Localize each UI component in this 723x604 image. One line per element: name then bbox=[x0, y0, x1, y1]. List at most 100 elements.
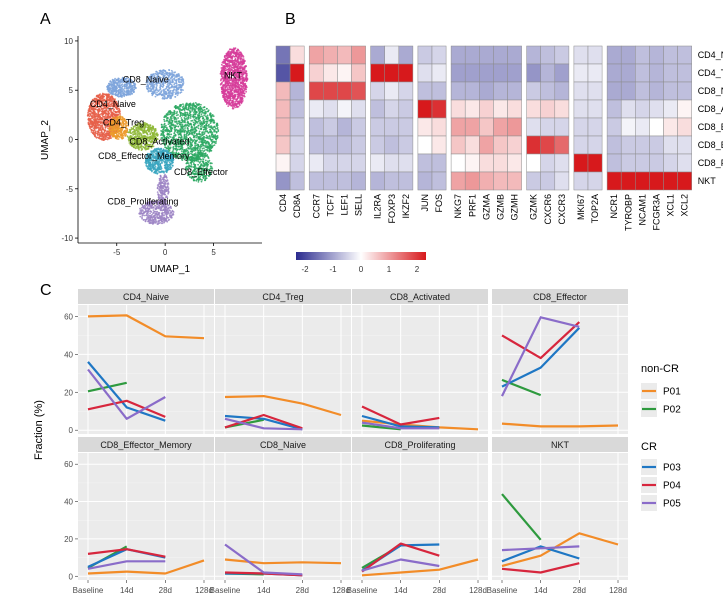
umap-point bbox=[238, 79, 240, 82]
umap-point bbox=[231, 79, 234, 82]
umap-point bbox=[228, 48, 231, 51]
umap-point bbox=[161, 86, 164, 88]
umap-point bbox=[171, 117, 173, 119]
umap-point bbox=[173, 89, 175, 91]
umap-point bbox=[239, 91, 242, 93]
umap-point bbox=[237, 60, 240, 63]
umap-point bbox=[209, 122, 212, 124]
umap-point bbox=[98, 123, 101, 126]
umap-point bbox=[115, 91, 118, 94]
umap-point bbox=[95, 95, 98, 98]
umap-point bbox=[170, 126, 173, 129]
umap-point bbox=[239, 75, 242, 78]
umap-point bbox=[191, 104, 193, 107]
umap-point bbox=[107, 85, 110, 88]
umap-point bbox=[178, 81, 181, 84]
umap-point bbox=[91, 116, 94, 119]
umap-point bbox=[118, 135, 121, 138]
umap-point bbox=[183, 130, 186, 133]
umap-point bbox=[202, 138, 205, 141]
umap-point bbox=[182, 89, 184, 91]
umap-point bbox=[108, 109, 111, 112]
umap-point bbox=[229, 84, 231, 87]
umap-point bbox=[114, 93, 117, 96]
umap-point bbox=[243, 79, 246, 82]
umap-point bbox=[222, 96, 225, 99]
umap-point bbox=[163, 115, 166, 118]
umap-point bbox=[244, 82, 247, 85]
umap-point bbox=[198, 141, 201, 144]
umap-point bbox=[237, 101, 240, 103]
umap-point bbox=[95, 118, 97, 120]
umap-point bbox=[181, 109, 184, 111]
umap-point bbox=[162, 84, 165, 87]
umap-point bbox=[121, 133, 124, 136]
umap-point bbox=[96, 121, 98, 124]
umap-y-tick-label: 5 bbox=[69, 86, 74, 95]
umap-point bbox=[130, 86, 133, 88]
umap-point bbox=[228, 94, 231, 97]
umap-point bbox=[150, 128, 152, 131]
umap-point bbox=[192, 102, 195, 105]
umap-point bbox=[147, 86, 150, 88]
umap-point bbox=[173, 115, 175, 118]
umap-point bbox=[203, 149, 206, 152]
umap-point bbox=[203, 145, 206, 147]
umap-point bbox=[87, 121, 90, 124]
umap-point bbox=[240, 53, 243, 55]
umap-point bbox=[125, 134, 128, 136]
umap-point bbox=[162, 90, 165, 92]
umap-point bbox=[230, 77, 232, 80]
umap-x-tick-label: -5 bbox=[113, 248, 121, 257]
umap-point bbox=[222, 86, 225, 88]
umap-point bbox=[118, 95, 121, 98]
umap-point bbox=[109, 87, 111, 90]
umap-point bbox=[239, 54, 241, 56]
umap-point bbox=[227, 50, 230, 53]
umap-point bbox=[169, 146, 172, 149]
umap-point bbox=[245, 86, 248, 89]
umap-point bbox=[180, 76, 183, 79]
umap-point bbox=[127, 131, 130, 134]
umap-point bbox=[162, 96, 164, 99]
umap-point bbox=[123, 90, 126, 92]
umap-point bbox=[240, 61, 243, 64]
umap-point bbox=[117, 80, 120, 83]
umap-point bbox=[193, 127, 196, 129]
umap-point bbox=[89, 118, 92, 121]
umap-point bbox=[238, 76, 241, 79]
umap-y-tick-label: 0 bbox=[69, 136, 74, 145]
umap-point bbox=[240, 55, 243, 58]
umap-point bbox=[206, 122, 208, 125]
umap-point bbox=[186, 127, 189, 130]
umap-point bbox=[233, 59, 236, 62]
umap-point bbox=[223, 77, 226, 80]
umap-point bbox=[240, 100, 243, 103]
umap-point bbox=[115, 137, 117, 140]
umap-point bbox=[160, 85, 162, 88]
umap-point bbox=[113, 113, 116, 115]
umap-point bbox=[197, 114, 200, 117]
umap-point bbox=[151, 92, 153, 95]
umap-point bbox=[230, 90, 233, 93]
umap-point bbox=[221, 77, 224, 80]
umap-point bbox=[241, 94, 244, 97]
umap-point bbox=[240, 73, 243, 76]
umap-point bbox=[205, 137, 208, 139]
umap-point bbox=[167, 95, 170, 97]
umap-point bbox=[184, 119, 187, 121]
umap-point bbox=[90, 131, 93, 133]
umap-point bbox=[227, 63, 229, 65]
umap-point bbox=[163, 122, 166, 125]
umap-point bbox=[181, 130, 184, 133]
umap-point bbox=[234, 102, 237, 105]
umap-point bbox=[235, 98, 238, 101]
umap-point bbox=[195, 132, 198, 135]
umap-point bbox=[106, 130, 108, 133]
umap-point bbox=[238, 55, 240, 58]
umap-point bbox=[165, 124, 167, 127]
umap-point bbox=[117, 78, 120, 80]
umap-point bbox=[222, 60, 225, 63]
umap-point bbox=[173, 128, 176, 131]
